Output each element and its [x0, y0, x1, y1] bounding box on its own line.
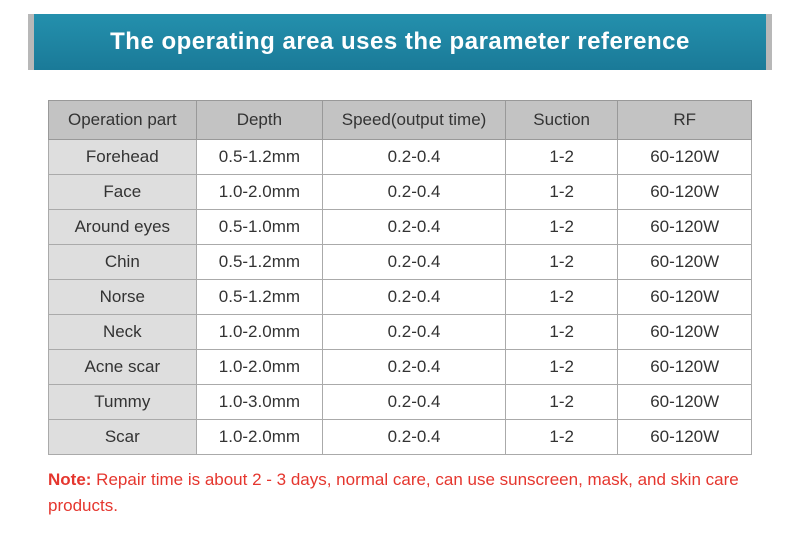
- col-header-depth: Depth: [196, 101, 323, 140]
- table-cell: 0.5-1.2mm: [196, 280, 323, 315]
- table-cell: Face: [49, 175, 197, 210]
- col-header-rf: RF: [618, 101, 752, 140]
- table-row: Norse0.5-1.2mm0.2-0.41-260-120W: [49, 280, 752, 315]
- table-cell: 1.0-2.0mm: [196, 350, 323, 385]
- table-cell: 1-2: [505, 385, 617, 420]
- table-cell: Norse: [49, 280, 197, 315]
- table-cell: 1-2: [505, 315, 617, 350]
- table-cell: 0.5-1.2mm: [196, 245, 323, 280]
- table-row: Chin0.5-1.2mm0.2-0.41-260-120W: [49, 245, 752, 280]
- note-text: Note: Repair time is about 2 - 3 days, n…: [48, 467, 752, 520]
- table-cell: 0.2-0.4: [323, 350, 506, 385]
- table-row: Forehead0.5-1.2mm0.2-0.41-260-120W: [49, 140, 752, 175]
- table-cell: Tummy: [49, 385, 197, 420]
- table-cell: 1-2: [505, 210, 617, 245]
- table-cell: 1-2: [505, 245, 617, 280]
- note-label: Note:: [48, 470, 91, 489]
- table-cell: 1-2: [505, 280, 617, 315]
- table-row: Tummy1.0-3.0mm0.2-0.41-260-120W: [49, 385, 752, 420]
- table-cell: 0.2-0.4: [323, 210, 506, 245]
- table-cell: 0.5-1.2mm: [196, 140, 323, 175]
- table-cell: Acne scar: [49, 350, 197, 385]
- table-cell: 0.2-0.4: [323, 245, 506, 280]
- table-cell: Neck: [49, 315, 197, 350]
- col-header-operation-part: Operation part: [49, 101, 197, 140]
- col-header-speed: Speed(output time): [323, 101, 506, 140]
- table-row: Neck1.0-2.0mm0.2-0.41-260-120W: [49, 315, 752, 350]
- table-cell: 1.0-2.0mm: [196, 175, 323, 210]
- parameter-table-container: Operation part Depth Speed(output time) …: [48, 100, 752, 455]
- table-cell: 60-120W: [618, 280, 752, 315]
- table-cell: 60-120W: [618, 315, 752, 350]
- table-cell: 60-120W: [618, 175, 752, 210]
- table-cell: 0.2-0.4: [323, 420, 506, 455]
- table-cell: 60-120W: [618, 245, 752, 280]
- parameter-table: Operation part Depth Speed(output time) …: [48, 100, 752, 455]
- note-body: Repair time is about 2 - 3 days, normal …: [48, 470, 739, 515]
- table-cell: 0.2-0.4: [323, 140, 506, 175]
- table-cell: 1.0-2.0mm: [196, 315, 323, 350]
- header-banner: The operating area uses the parameter re…: [28, 14, 772, 70]
- table-cell: 1-2: [505, 140, 617, 175]
- table-cell: 0.2-0.4: [323, 385, 506, 420]
- table-cell: Chin: [49, 245, 197, 280]
- table-cell: 60-120W: [618, 140, 752, 175]
- table-header-row: Operation part Depth Speed(output time) …: [49, 101, 752, 140]
- table-row: Around eyes0.5-1.0mm0.2-0.41-260-120W: [49, 210, 752, 245]
- table-cell: Scar: [49, 420, 197, 455]
- table-cell: 60-120W: [618, 385, 752, 420]
- table-row: Acne scar1.0-2.0mm0.2-0.41-260-120W: [49, 350, 752, 385]
- table-cell: 1.0-2.0mm: [196, 420, 323, 455]
- table-row: Face1.0-2.0mm0.2-0.41-260-120W: [49, 175, 752, 210]
- table-cell: 1.0-3.0mm: [196, 385, 323, 420]
- col-header-suction: Suction: [505, 101, 617, 140]
- table-cell: Around eyes: [49, 210, 197, 245]
- table-cell: 60-120W: [618, 210, 752, 245]
- table-cell: 0.2-0.4: [323, 280, 506, 315]
- table-cell: 0.5-1.0mm: [196, 210, 323, 245]
- table-cell: Forehead: [49, 140, 197, 175]
- table-cell: 0.2-0.4: [323, 175, 506, 210]
- table-cell: 1-2: [505, 350, 617, 385]
- table-row: Scar1.0-2.0mm0.2-0.41-260-120W: [49, 420, 752, 455]
- table-cell: 0.2-0.4: [323, 315, 506, 350]
- table-body: Forehead0.5-1.2mm0.2-0.41-260-120WFace1.…: [49, 140, 752, 455]
- table-cell: 60-120W: [618, 420, 752, 455]
- table-cell: 60-120W: [618, 350, 752, 385]
- table-cell: 1-2: [505, 420, 617, 455]
- table-cell: 1-2: [505, 175, 617, 210]
